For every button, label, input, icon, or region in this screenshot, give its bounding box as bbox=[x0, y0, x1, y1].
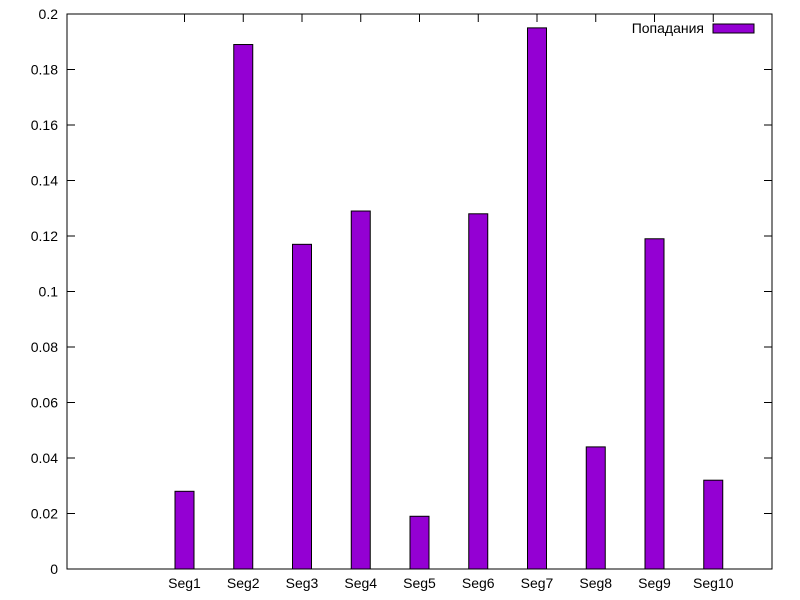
legend-swatch bbox=[712, 23, 755, 34]
y-tick-label: 0.16 bbox=[31, 117, 58, 133]
bar-seg10 bbox=[703, 479, 724, 570]
legend: Попадания bbox=[632, 20, 755, 36]
x-tick-label: Seg4 bbox=[344, 575, 377, 591]
x-tick-label: Seg2 bbox=[227, 575, 260, 591]
bar-seg5 bbox=[409, 515, 430, 570]
legend-label: Попадания bbox=[632, 20, 704, 36]
y-tick-label: 0.12 bbox=[31, 228, 58, 244]
y-tick-label: 0.14 bbox=[31, 173, 58, 189]
y-axis: 0 0.02 0.04 0.06 0.08 0.1 0.12 0.14 0.16 0.18 0.2 bbox=[31, 6, 772, 577]
y-tick-label: 0 bbox=[50, 561, 58, 577]
plot-border bbox=[66, 13, 773, 570]
bar-seg7 bbox=[527, 27, 547, 570]
bar-series bbox=[174, 27, 724, 570]
y-tick-label: 0.1 bbox=[39, 284, 59, 300]
x-tick-label: Seg9 bbox=[638, 575, 671, 591]
bar-seg1 bbox=[174, 490, 195, 570]
x-tick-label: Seg6 bbox=[462, 575, 495, 591]
x-tick-label: Seg7 bbox=[521, 575, 554, 591]
bar-seg9 bbox=[644, 238, 665, 570]
x-axis: Seg1 Seg2 Seg3 Seg4 Seg5 Seg6 Seg7 Seg8 Seg9 Seg1… bbox=[168, 14, 734, 591]
y-tick-label: 0.18 bbox=[31, 62, 58, 78]
bar-seg8 bbox=[585, 446, 606, 570]
y-tick-label: 0.08 bbox=[31, 339, 58, 355]
y-tick-label: 0.06 bbox=[31, 395, 58, 411]
x-tick-label: Seg10 bbox=[693, 575, 734, 591]
bar-seg3 bbox=[292, 243, 312, 570]
y-tick-label: 0.02 bbox=[31, 506, 58, 522]
y-tick-label: 0.04 bbox=[31, 450, 58, 466]
bar-seg2 bbox=[233, 44, 254, 570]
x-tick-label: Seg5 bbox=[403, 575, 436, 591]
y-tick-label: 0.2 bbox=[39, 6, 59, 22]
x-tick-label: Seg3 bbox=[286, 575, 319, 591]
bar-seg6 bbox=[468, 213, 489, 570]
x-tick-label: Seg8 bbox=[579, 575, 612, 591]
bar-seg4 bbox=[350, 210, 371, 570]
x-tick-label: Seg1 bbox=[168, 575, 201, 591]
